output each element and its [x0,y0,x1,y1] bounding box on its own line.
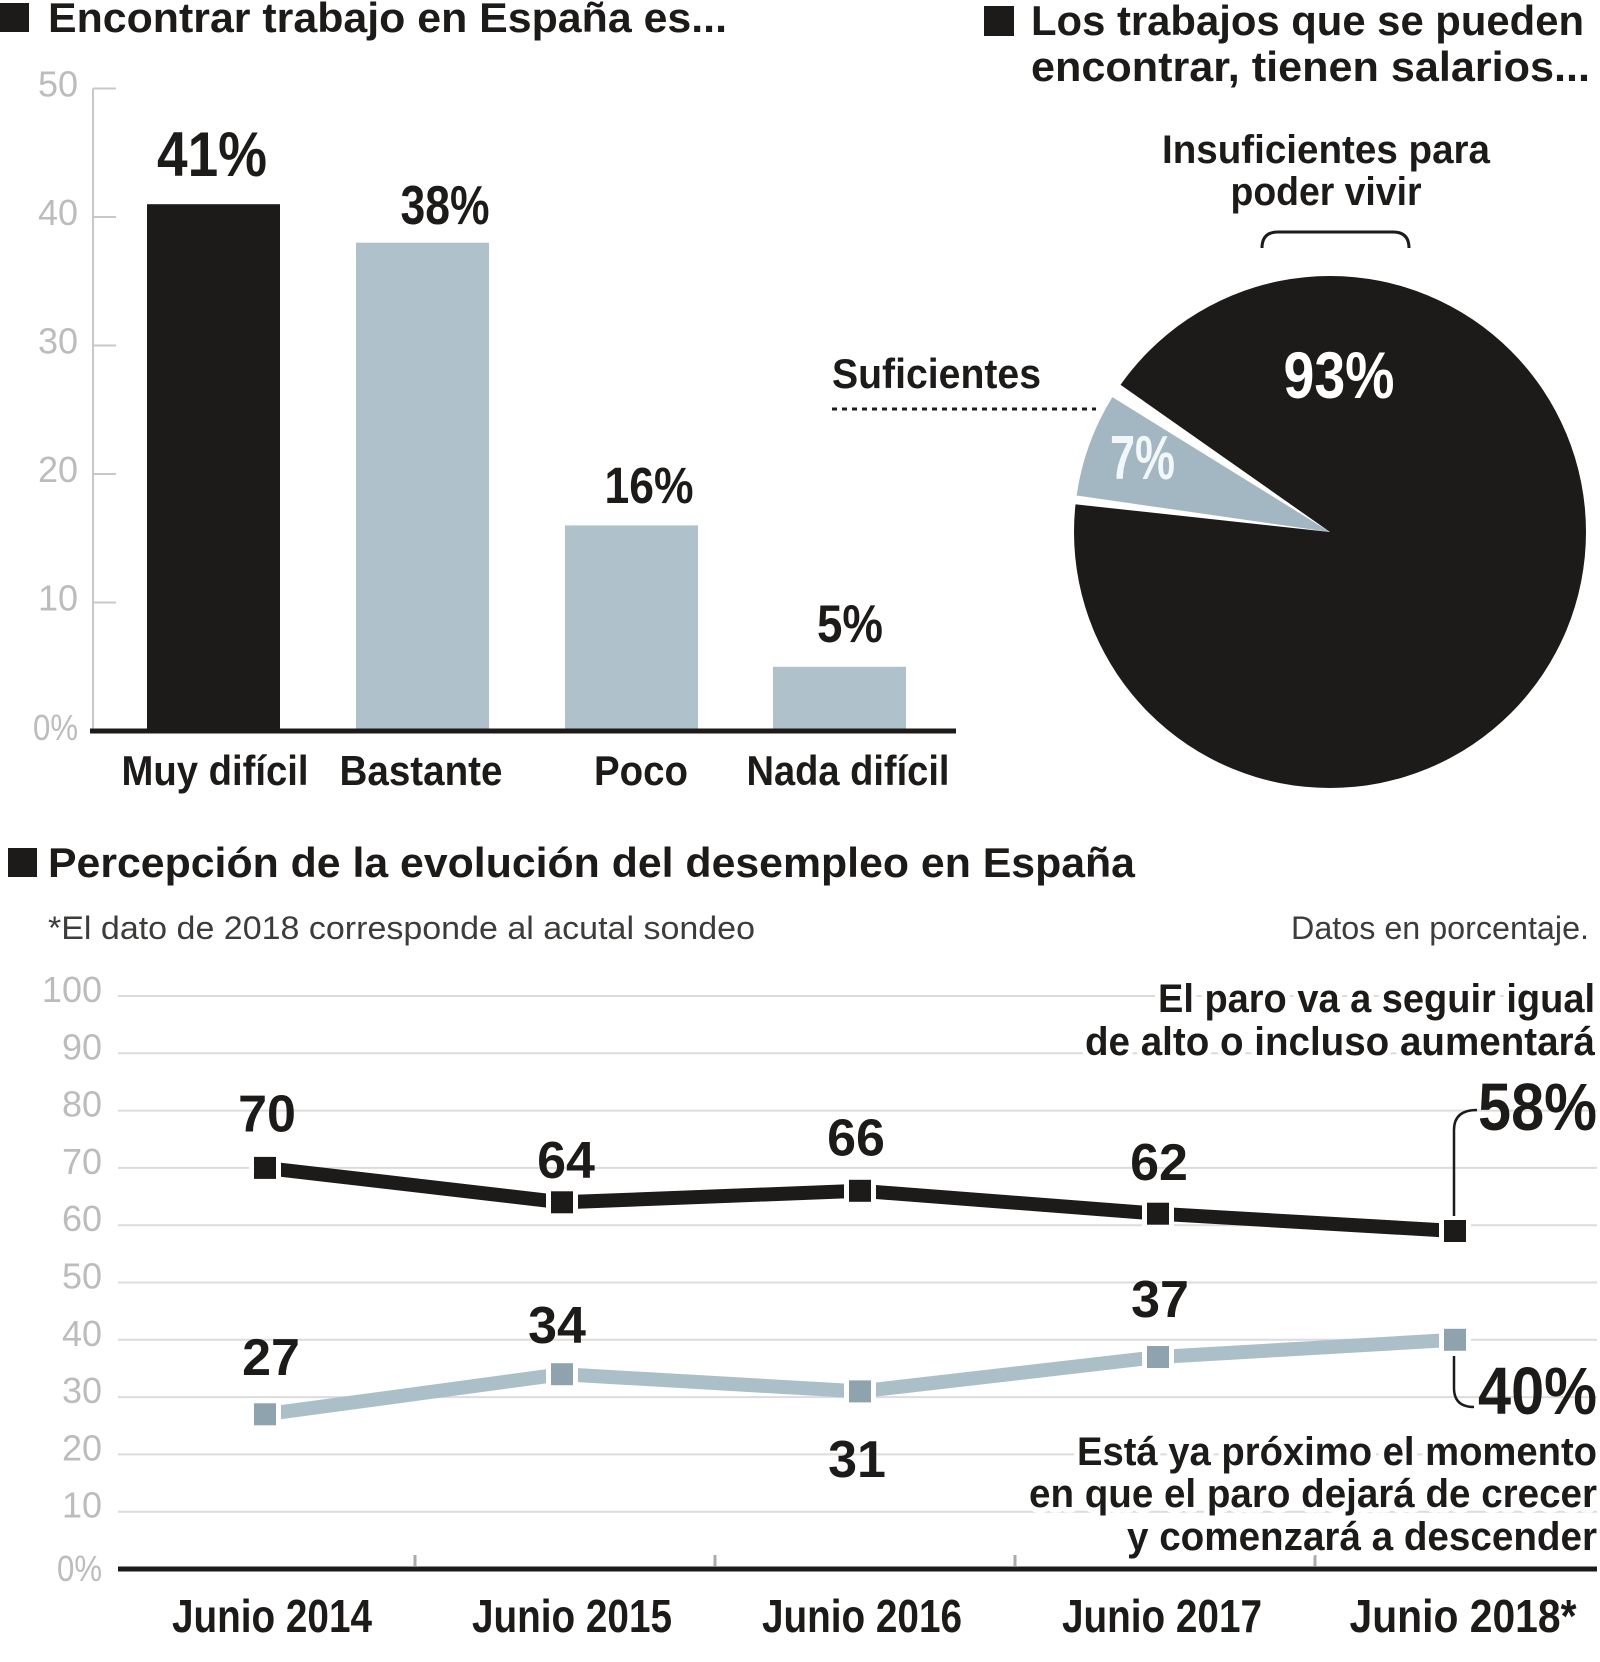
svg-text:30: 30 [62,1370,102,1411]
svg-text:60: 60 [62,1198,102,1239]
svg-text:38%: 38% [401,174,490,236]
svg-text:40%: 40% [1478,1354,1597,1429]
svg-text:70: 70 [62,1141,102,1182]
svg-text:en que el paro dejará de crece: en que el paro dejará de crecer [1029,1472,1597,1516]
svg-text:62: 62 [1130,1134,1188,1192]
svg-text:Junio 2018*: Junio 2018* [1350,1590,1577,1642]
svg-text:Suficientes: Suficientes [832,350,1041,397]
svg-text:41%: 41% [157,120,267,190]
svg-text:93%: 93% [1284,338,1395,412]
svg-text:encontrar, tienen salarios...: encontrar, tienen salarios... [1031,43,1590,90]
svg-text:0%: 0% [33,707,78,748]
svg-text:37: 37 [1131,1271,1189,1329]
svg-text:70: 70 [238,1086,296,1144]
svg-text:Nada difícil: Nada difícil [747,747,950,794]
svg-text:Insuficientes para: Insuficientes para [1162,128,1491,172]
svg-text:50: 50 [62,1256,102,1297]
svg-text:Junio 2015: Junio 2015 [472,1590,672,1642]
svg-text:64: 64 [537,1132,595,1190]
svg-text:de alto o incluso aumentará: de alto o incluso aumentará [1085,1020,1596,1064]
svg-text:58%: 58% [1478,1070,1597,1145]
svg-text:Poco: Poco [594,747,688,794]
svg-text:Junio 2016: Junio 2016 [762,1590,962,1642]
svg-text:5%: 5% [817,595,883,654]
svg-text:30: 30 [38,321,78,362]
svg-text:40: 40 [38,192,78,233]
svg-text:Está ya próximo el momento: Está ya próximo el momento [1077,1430,1597,1474]
svg-text:100: 100 [42,969,102,1010]
svg-text:10: 10 [38,578,78,619]
svg-text:y comenzará a descender: y comenzará a descender [1127,1515,1597,1559]
svg-text:Junio 2014: Junio 2014 [172,1590,372,1642]
svg-text:40: 40 [62,1313,102,1354]
svg-text:10: 10 [62,1485,102,1526]
svg-text:El paro va a seguir igual: El paro va a seguir igual [1158,977,1595,1021]
svg-text:Los trabajos que se pueden: Los trabajos que se pueden [1031,0,1584,44]
svg-text:*El dato de 2018 corresponde a: *El dato de 2018 corresponde al acutal s… [48,910,755,946]
svg-text:16%: 16% [605,457,694,514]
svg-text:20: 20 [38,449,78,490]
svg-text:31: 31 [828,1431,886,1489]
svg-text:27: 27 [242,1329,300,1387]
svg-text:Junio 2017: Junio 2017 [1062,1590,1262,1642]
svg-text:20: 20 [62,1427,102,1468]
svg-text:7%: 7% [1110,424,1175,493]
svg-text:66: 66 [827,1110,885,1168]
svg-text:Encontrar trabajo en España es: Encontrar trabajo en España es... [48,0,727,41]
svg-text:Bastante: Bastante [340,747,503,794]
svg-text:90: 90 [62,1026,102,1067]
svg-text:34: 34 [528,1297,586,1355]
svg-text:50: 50 [38,64,78,105]
svg-text:0%: 0% [57,1548,102,1589]
svg-text:Muy difícil: Muy difícil [122,747,309,794]
svg-text:80: 80 [62,1084,102,1125]
svg-text:poder vivir: poder vivir [1231,170,1422,214]
svg-text:Datos en porcentaje.: Datos en porcentaje. [1291,910,1589,946]
svg-text:Percepción de la evolución del: Percepción de la evolución del desempleo… [48,839,1136,886]
